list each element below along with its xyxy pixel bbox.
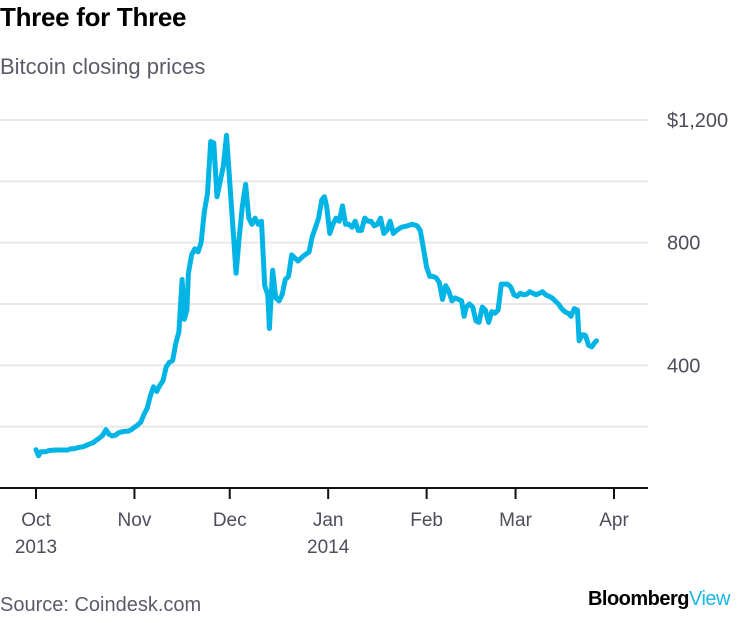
x-tick-label: Feb — [410, 510, 443, 531]
x-tick-label: Jan — [313, 510, 344, 531]
brand-primary: Bloomberg — [587, 588, 690, 610]
y-tick-label: $1,200 — [667, 110, 728, 132]
x-tick-year-label: 2014 — [307, 537, 350, 558]
series-layer — [33, 132, 599, 459]
brand-logo: BloombergView — [587, 588, 731, 611]
x-tick-label: Apr — [599, 510, 629, 531]
series-line-bitcoin — [33, 132, 599, 459]
x-tick-label: Oct — [21, 510, 51, 531]
gridlines — [0, 119, 648, 428]
x-tick-label: Nov — [118, 510, 152, 531]
chart-title: Three for Three — [0, 2, 187, 32]
x-axis — [0, 487, 648, 499]
x-tick-year-label: 2013 — [15, 537, 57, 558]
y-tick-label: 800 — [667, 233, 700, 255]
y-tick-label: 400 — [667, 355, 700, 377]
x-tick-label: Dec — [213, 510, 247, 531]
x-tick-label: Mar — [499, 510, 532, 531]
y-axis-labels: $1,200 800 400 — [667, 110, 728, 377]
chart-subtitle: Bitcoin closing prices — [0, 54, 206, 79]
source-note: Source: Coindesk.com — [0, 594, 202, 616]
brand-secondary: View — [689, 588, 731, 610]
x-axis-labels: Oct 2013 Nov Dec Jan 2014 Feb Mar Apr — [15, 510, 630, 558]
